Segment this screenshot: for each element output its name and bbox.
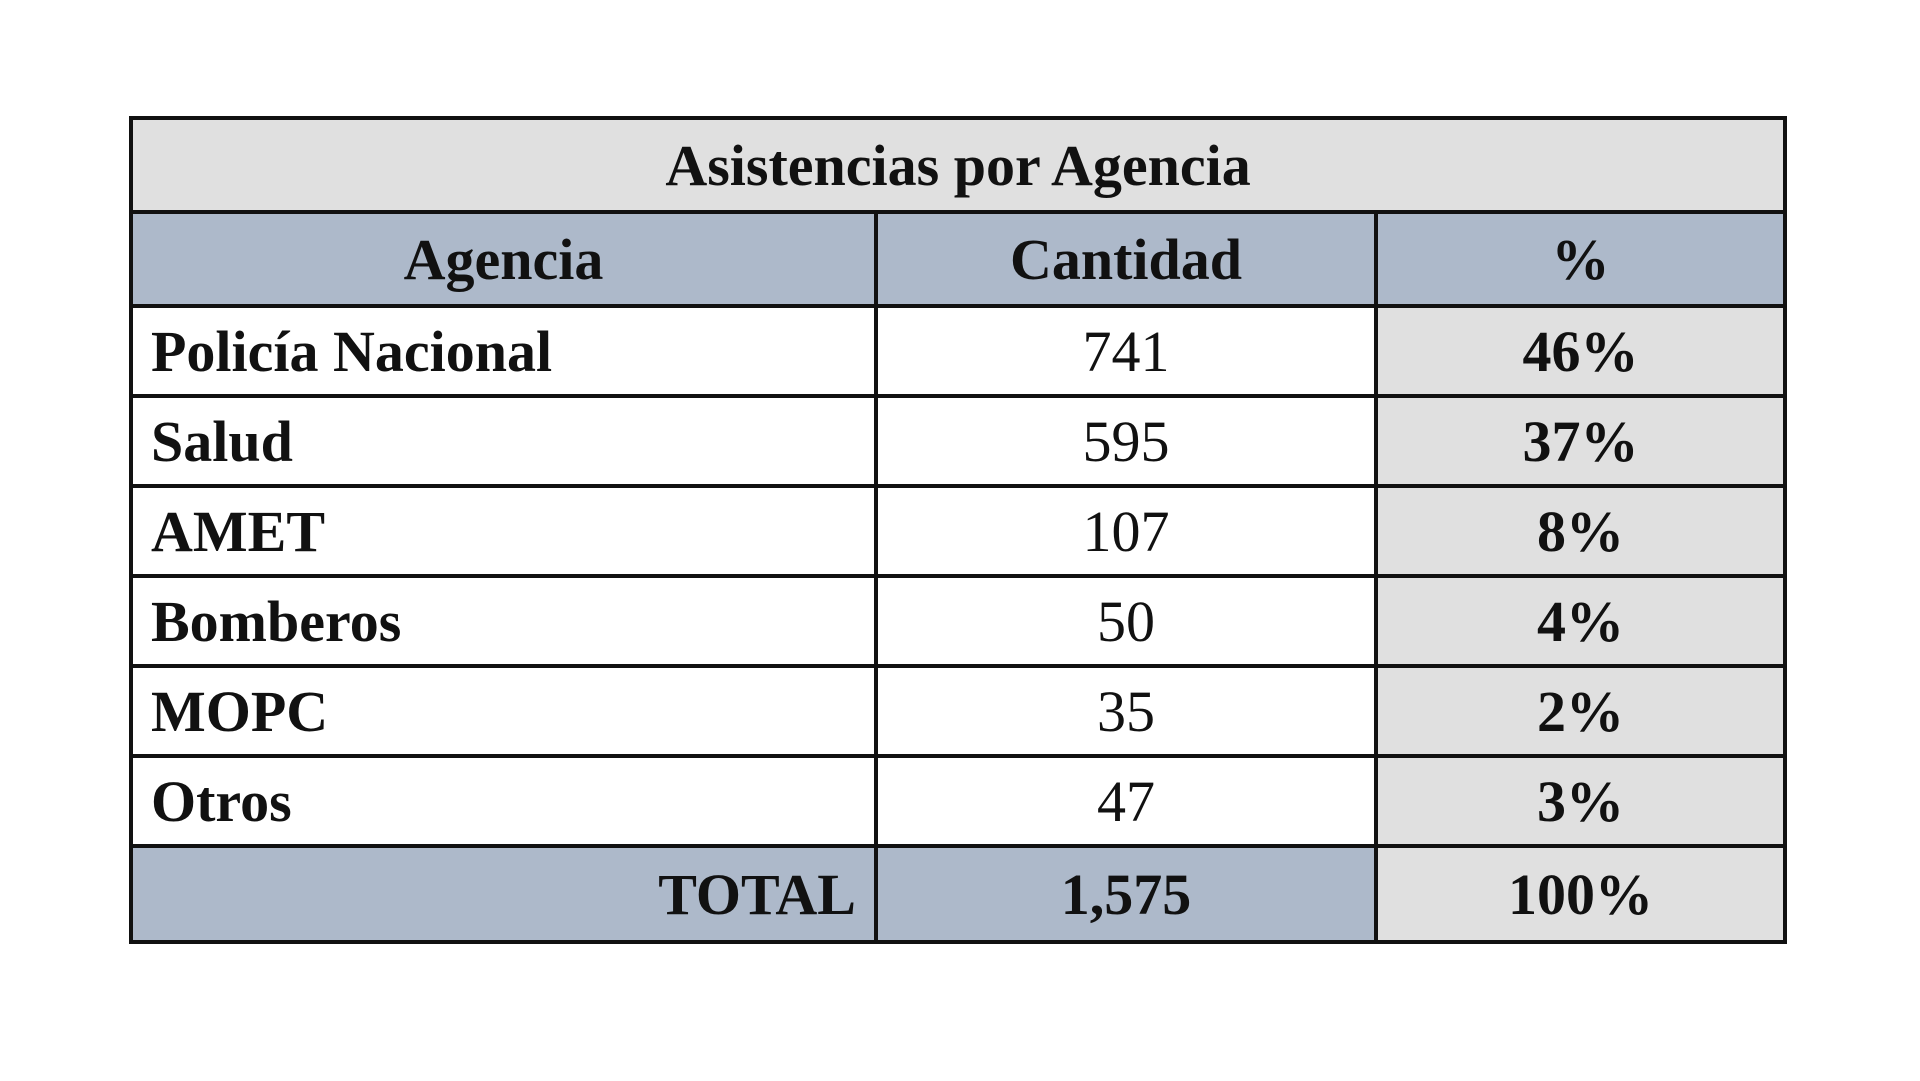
data-cell: Salud <box>129 394 878 488</box>
data-cell: AMET <box>129 484 878 578</box>
data-cell: 741 <box>874 304 1378 398</box>
data-cell: 8% <box>1373 484 1788 578</box>
data-row: MOPC 35 2% <box>129 664 1788 758</box>
total-cell: 1,575 <box>874 844 1378 944</box>
data-cell: 50 <box>874 574 1378 668</box>
data-cell: 3% <box>1373 754 1788 848</box>
total-cell: 100% <box>1373 844 1788 944</box>
data-cell: 47 <box>874 754 1378 848</box>
data-cell: 35 <box>874 664 1378 758</box>
table-title: Asistencias por Agencia <box>128 116 1788 214</box>
data-cell: Bomberos <box>129 574 878 668</box>
table-body: Asistencias por Agencia Agencia Cantidad%… <box>128 116 1788 944</box>
header-cell: Agencia <box>129 210 878 308</box>
data-row: AMET 107 8% <box>129 484 1788 578</box>
title-row: Asistencias por Agencia <box>128 116 1788 214</box>
data-row: Bomberos 50 4% <box>129 574 1788 668</box>
data-row: Policía Nacional 741 46% <box>129 304 1788 398</box>
data-cell: 107 <box>874 484 1378 578</box>
data-row: Salud 595 37% <box>129 394 1788 488</box>
data-cell: 46% <box>1373 304 1788 398</box>
data-cell: Policía Nacional <box>129 304 878 398</box>
data-cell: 2% <box>1373 664 1788 758</box>
data-cell: MOPC <box>129 664 878 758</box>
header-cell: % <box>1373 210 1788 308</box>
agency-table: Asistencias por Agencia Agencia Cantidad%… <box>128 116 1788 944</box>
total-row: TOTAL 1,575 100% <box>129 844 1788 944</box>
data-cell: 37% <box>1373 394 1788 488</box>
total-cell: TOTAL <box>129 844 878 944</box>
header-row: Agencia Cantidad% <box>129 210 1788 308</box>
data-cell: 4% <box>1373 574 1788 668</box>
data-cell: Otros <box>129 754 878 848</box>
header-cell: Cantidad <box>874 210 1378 308</box>
data-cell: 595 <box>874 394 1378 488</box>
data-row: Otros 47 3% <box>129 754 1788 848</box>
